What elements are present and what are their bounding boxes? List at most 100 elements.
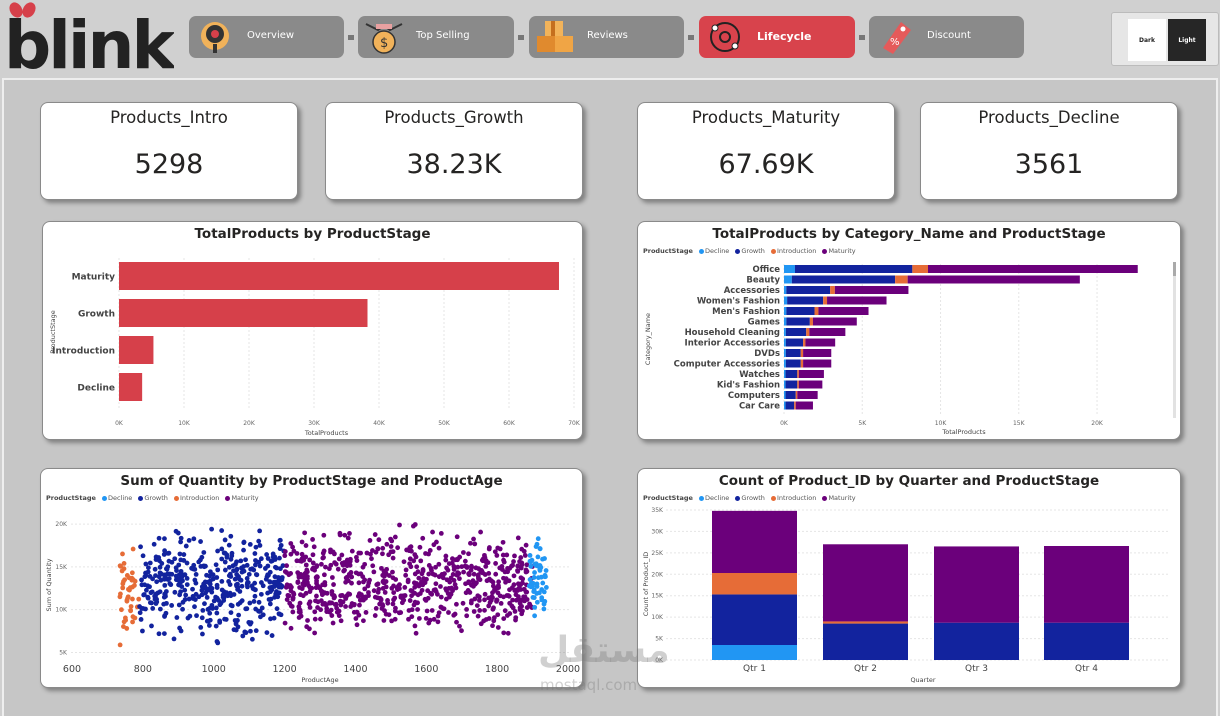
scatter-point (406, 616, 411, 622)
scatter-point (177, 551, 183, 557)
scatter-point (367, 538, 373, 543)
scatter-point (257, 543, 263, 548)
scatter-point (506, 578, 512, 584)
scatter-point (166, 558, 172, 564)
kpi-card-maturity[interactable]: Products_Maturity 67.69K (637, 102, 895, 200)
scatter-point (310, 565, 316, 571)
nav-discount-button[interactable]: % Discount (869, 16, 1024, 58)
bar-segment (795, 391, 798, 399)
scatter-point (228, 602, 234, 608)
scatter-point (374, 582, 380, 588)
scatter-point (501, 557, 506, 563)
bar-segment (784, 338, 786, 347)
scatter-point (303, 578, 309, 584)
scatter-point (117, 594, 123, 600)
kpi-card-intro[interactable]: Products_Intro 5298 (40, 102, 298, 200)
x-tick-label: 1400 (343, 664, 367, 675)
nav-reviews-button[interactable]: Reviews (529, 16, 684, 58)
x-tick-label: 30K (308, 420, 321, 427)
scatter-point (392, 616, 398, 622)
scatter-point (512, 553, 517, 559)
dark-theme-button[interactable]: Dark (1128, 19, 1166, 61)
scatter-point (156, 631, 162, 637)
scatter-point (424, 608, 430, 614)
scatter-point (276, 611, 282, 617)
y-tick-label: 30K (651, 528, 664, 535)
scatter-point (343, 561, 349, 567)
nav-top-selling-label: Top Selling (416, 30, 470, 41)
scatter-point (331, 582, 336, 587)
scatter-point (482, 591, 488, 597)
scatter-point (132, 582, 137, 588)
scatter-point (438, 594, 444, 600)
scatter-point (501, 616, 507, 621)
scatter-point (299, 539, 305, 545)
scatter-point (152, 566, 158, 572)
scatter-point (145, 595, 151, 601)
scatter-point (258, 591, 264, 597)
kpi-card-decline[interactable]: Products_Decline 3561 (920, 102, 1178, 200)
scatter-point (235, 581, 240, 587)
category-label: Men's Fashion (712, 307, 780, 317)
scatter-point (536, 575, 541, 581)
scatter-point (535, 536, 541, 542)
scatter-point (492, 549, 498, 555)
scatter-point (456, 571, 462, 576)
x-tick-label: 1200 (272, 664, 296, 675)
scatter-point (226, 542, 232, 548)
category-label: Interior Accessories (685, 339, 780, 349)
scatter-point (199, 587, 205, 593)
scatter-point (416, 583, 422, 589)
bar-segment (784, 296, 788, 305)
scatter-point (248, 566, 254, 572)
chart-title: TotalProducts by Category_Name and Produ… (712, 226, 1106, 242)
scatter-point (127, 585, 133, 591)
scatter-point (124, 626, 130, 631)
y-axis-label: ProductStage (49, 310, 57, 353)
light-theme-button[interactable]: Light (1168, 19, 1206, 61)
scatter-point (339, 552, 345, 558)
chart-scrollbar[interactable] (1173, 262, 1176, 418)
x-tick-label: 60K (503, 420, 516, 427)
scatter-point (370, 563, 376, 569)
chart-count-by-quarter[interactable]: Count of Product_ID by Quarter and Produ… (637, 468, 1181, 688)
scatter-point (182, 597, 188, 602)
scatter-point (162, 582, 168, 588)
scrollbar-thumb[interactable] (1173, 262, 1176, 276)
y-axis-label: Category_Name (644, 313, 652, 365)
bar-segment (934, 546, 1019, 623)
scatter-point (194, 613, 199, 619)
scatter-point (435, 591, 440, 597)
scatter-point (290, 544, 296, 550)
nav-top-selling-button[interactable]: $ Top Selling (358, 16, 514, 58)
scatter-point (215, 567, 221, 573)
scatter-point (496, 579, 502, 585)
scatter-point (224, 554, 230, 560)
chart-title: Count of Product_ID by Quarter and Produ… (718, 473, 1100, 489)
scatter-point (252, 580, 258, 586)
scatter-point (176, 562, 182, 568)
chart-products-by-stage[interactable]: TotalProducts by ProductStage 0K 10K 20K 30… (42, 221, 583, 440)
chart-products-by-category[interactable]: TotalProducts by Category_Name and Produ… (637, 221, 1181, 440)
scatter-point (154, 579, 160, 585)
svg-text:$: $ (380, 36, 388, 51)
chart-quantity-by-age[interactable]: Sum of Quantity by ProductStage and Prod… (40, 468, 583, 688)
scatter-point (446, 610, 451, 615)
scatter-point (412, 623, 418, 629)
nav-lifecycle-button[interactable]: Lifecycle (699, 16, 855, 58)
scatter-point (324, 590, 330, 596)
bar-segment (797, 370, 799, 378)
scatter-point (471, 536, 476, 542)
legend-item: Growth (144, 494, 168, 502)
scatter-point (390, 569, 395, 575)
scatter-point (204, 618, 210, 624)
scatter-point (542, 574, 548, 580)
scatter-point (493, 571, 499, 577)
scatter-point (120, 581, 126, 587)
scatter-point (447, 579, 453, 585)
scatter-point (303, 570, 309, 576)
kpi-card-growth[interactable]: Products_Growth 38.23K (325, 102, 583, 200)
nav-overview-button[interactable]: Overview (189, 16, 344, 58)
scatter-point (309, 585, 315, 591)
scatter-point (264, 552, 270, 557)
